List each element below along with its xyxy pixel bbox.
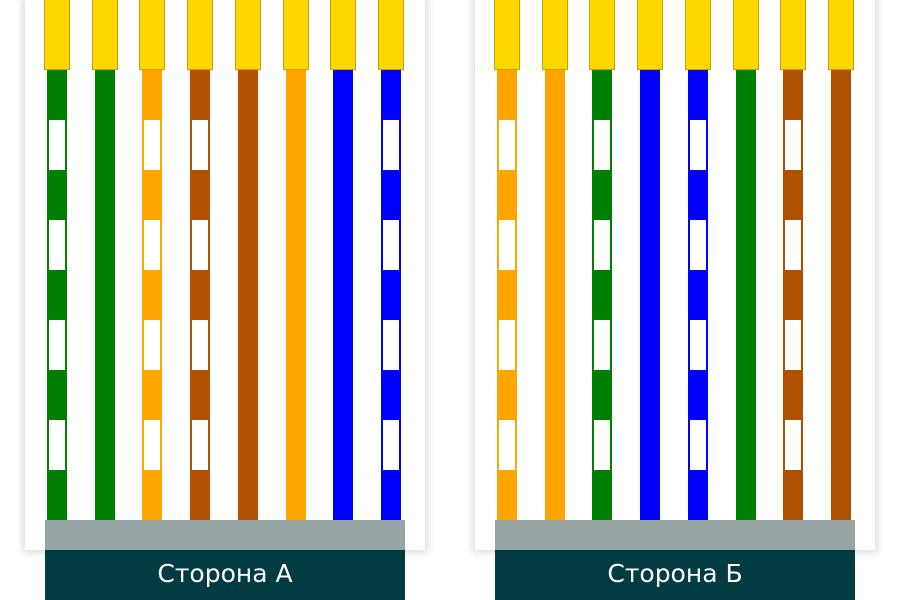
wire-white-stripe — [499, 120, 515, 170]
contact-pin-a-3 — [139, 0, 166, 70]
wire-a-8-blue-white-striped — [380, 70, 401, 520]
wire-a-4-brown-white-striped — [190, 70, 211, 520]
wire-white-stripe — [192, 220, 209, 270]
wire-white-stripe — [382, 320, 399, 370]
wire-white-stripe — [499, 220, 515, 270]
contact-pin-b-1 — [494, 0, 520, 70]
wire-white-stripe — [594, 320, 611, 370]
wire-white-stripe — [192, 120, 209, 170]
wire-white-stripe — [192, 320, 209, 370]
contact-pin-b-2 — [541, 0, 568, 70]
wire-a-7-blue-solid — [333, 70, 354, 520]
wire-b-6-green-solid — [735, 70, 756, 520]
side-b-label: Сторона Б — [495, 550, 855, 600]
contact-pin-b-8 — [827, 0, 854, 70]
wire-white-stripe — [689, 120, 706, 170]
wire-white-stripe — [785, 220, 802, 270]
wire-white-stripe — [49, 220, 65, 270]
contact-pin-a-4 — [187, 0, 214, 70]
contact-pin-b-6 — [732, 0, 759, 70]
cable-jacket-b — [495, 520, 855, 550]
wire-b-8-brown-solid — [830, 70, 851, 520]
wire-b-3-green-white-striped — [592, 70, 613, 520]
wire-white-stripe — [382, 120, 399, 170]
wire-white-stripe — [689, 320, 706, 370]
wire-white-stripe — [144, 120, 161, 170]
cable-jacket-a — [45, 520, 405, 550]
wire-a-3-orange-white-striped — [142, 70, 163, 520]
contact-pin-a-2 — [91, 0, 118, 70]
contact-pin-b-5 — [684, 0, 711, 70]
wire-b-2-orange-solid — [544, 70, 565, 520]
wire-a-6-orange-solid — [285, 70, 306, 520]
wire-white-stripe — [499, 420, 515, 470]
wire-white-stripe — [49, 120, 65, 170]
wire-white-stripe — [785, 420, 802, 470]
connector-side-b — [475, 0, 875, 550]
wire-white-stripe — [144, 220, 161, 270]
wire-white-stripe — [594, 220, 611, 270]
connector-side-a — [25, 0, 425, 550]
wire-white-stripe — [785, 320, 802, 370]
wire-white-stripe — [49, 320, 65, 370]
wire-white-stripe — [382, 220, 399, 270]
wire-a-2-green-solid — [94, 70, 115, 520]
contact-pin-a-7 — [330, 0, 357, 70]
contact-pin-a-5 — [234, 0, 261, 70]
contact-pin-a-1 — [44, 0, 70, 70]
side-a-label: Сторона А — [45, 550, 405, 600]
wire-b-5-blue-white-striped — [687, 70, 708, 520]
wire-b-4-blue-solid — [640, 70, 661, 520]
wire-white-stripe — [689, 220, 706, 270]
contact-pin-a-6 — [282, 0, 309, 70]
wire-white-stripe — [785, 120, 802, 170]
contact-pin-a-8 — [377, 0, 404, 70]
wire-white-stripe — [144, 420, 161, 470]
wire-a-1-green-white-striped — [47, 70, 67, 520]
wire-white-stripe — [49, 420, 65, 470]
wire-white-stripe — [594, 420, 611, 470]
contact-pin-b-3 — [589, 0, 616, 70]
contact-pin-b-4 — [637, 0, 664, 70]
wire-white-stripe — [382, 420, 399, 470]
wire-a-5-brown-solid — [237, 70, 258, 520]
wire-white-stripe — [192, 420, 209, 470]
contact-pin-b-7 — [780, 0, 807, 70]
wire-white-stripe — [144, 320, 161, 370]
wire-white-stripe — [689, 420, 706, 470]
wire-white-stripe — [499, 320, 515, 370]
wire-b-1-orange-white-striped — [497, 70, 517, 520]
wire-white-stripe — [594, 120, 611, 170]
wire-b-7-brown-white-striped — [783, 70, 804, 520]
